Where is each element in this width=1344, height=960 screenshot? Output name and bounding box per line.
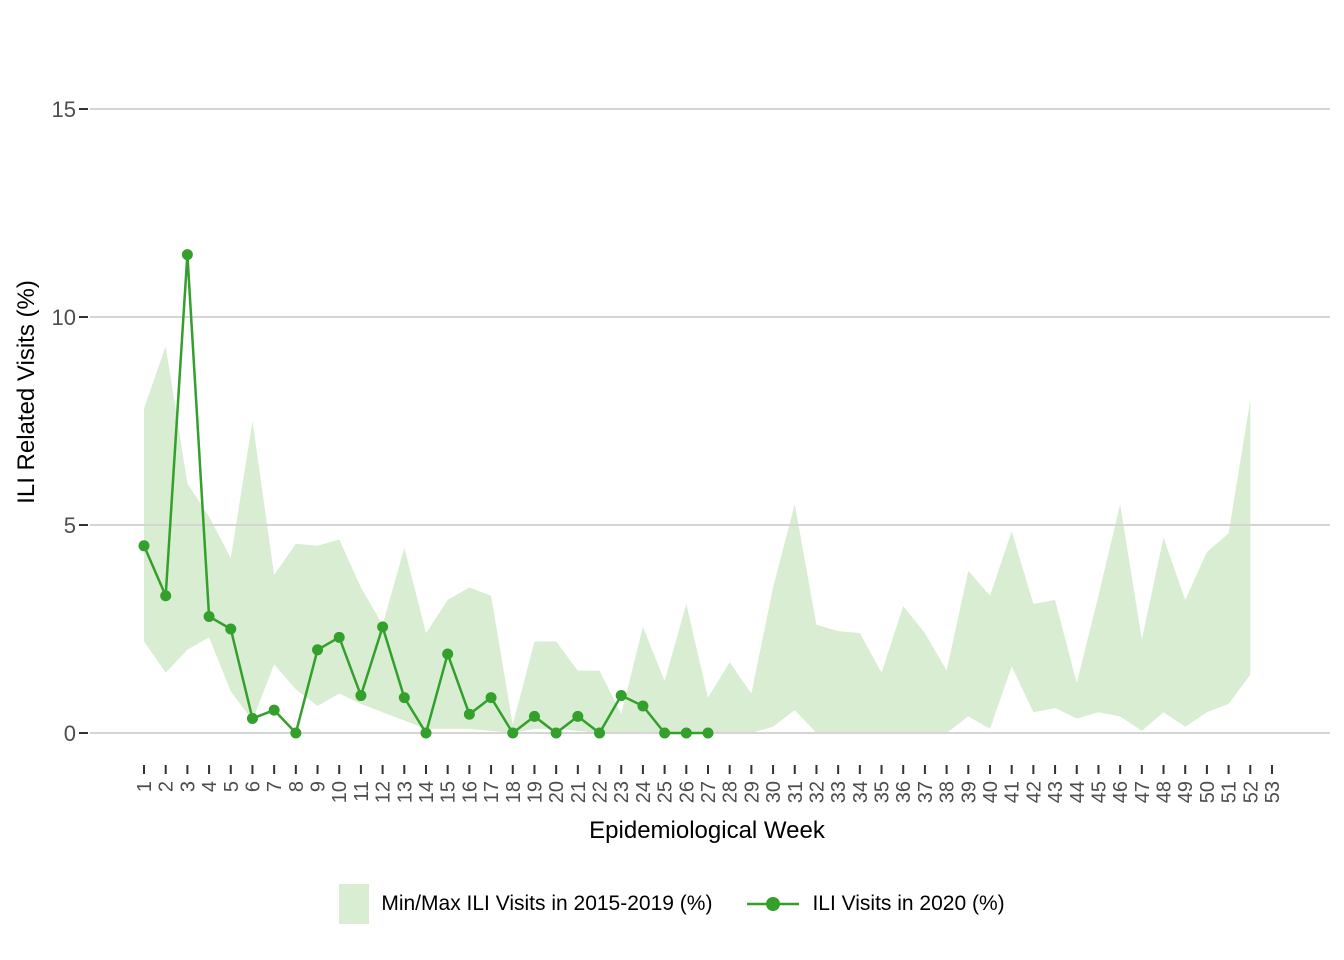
data-point-week-6 <box>246 712 258 724</box>
x-tick-label-week-2: 2 <box>156 781 178 792</box>
x-tick-label-week-8: 8 <box>286 781 308 792</box>
y-axis-title: ILI Related Visits (%) <box>13 280 40 504</box>
x-tick-label-week-37: 37 <box>915 781 937 803</box>
x-tick-label-week-3: 3 <box>177 781 199 792</box>
x-tick-label-week-41: 41 <box>1002 781 1024 803</box>
data-point-week-13 <box>398 692 410 704</box>
x-tick-label-week-31: 31 <box>785 781 807 803</box>
data-point-week-27 <box>702 727 714 739</box>
x-tick-label-week-9: 9 <box>308 781 330 792</box>
y-tick-label-15: 15 <box>52 97 76 122</box>
x-tick-label-week-32: 32 <box>806 781 828 803</box>
data-point-week-9 <box>312 644 324 656</box>
x-tick-label-week-48: 48 <box>1154 781 1176 803</box>
data-point-week-2 <box>160 590 172 602</box>
x-tick-label-week-47: 47 <box>1132 781 1154 803</box>
legend-item-2020-line: ILI Visits in 2020 (%) <box>746 892 1005 916</box>
data-point-week-14 <box>420 727 432 739</box>
x-tick-label-week-39: 39 <box>958 781 980 803</box>
x-tick-label-week-23: 23 <box>611 781 633 803</box>
x-tick-label-week-24: 24 <box>633 781 655 803</box>
data-point-week-1 <box>138 540 150 552</box>
data-point-week-8 <box>290 727 302 739</box>
data-point-week-11 <box>355 690 367 702</box>
band-layer <box>144 346 1251 733</box>
x-tick-label-week-21: 21 <box>568 781 590 803</box>
data-point-week-18 <box>507 727 519 739</box>
line-layer <box>138 249 714 739</box>
x-axis-title: Epidemiological Week <box>589 817 826 844</box>
data-point-week-7 <box>268 704 280 716</box>
data-point-week-12 <box>377 621 389 633</box>
data-point-week-5 <box>225 623 237 635</box>
x-tick-label-week-11: 11 <box>351 781 373 802</box>
x-tick-label-week-43: 43 <box>1045 781 1067 803</box>
x-tick-label-week-25: 25 <box>655 781 677 803</box>
x-tick-label-week-34: 34 <box>850 781 872 803</box>
y-tick-label-10: 10 <box>52 305 76 330</box>
y-tick-label-0: 0 <box>64 721 76 746</box>
data-point-week-4 <box>203 611 215 623</box>
x-tick-label-week-16: 16 <box>459 781 481 803</box>
x-tick-label-week-30: 30 <box>763 781 785 803</box>
data-point-week-25 <box>659 727 671 739</box>
x-tick-label-week-36: 36 <box>893 781 915 803</box>
data-point-week-24 <box>637 700 649 712</box>
x-tick-label-week-38: 38 <box>937 781 959 803</box>
x-tick-label-week-26: 26 <box>676 781 698 803</box>
legend-item-minmax-band: Min/Max ILI Visits in 2015-2019 (%) <box>339 884 712 924</box>
x-tick-label-week-27: 27 <box>698 781 720 803</box>
x-tick-label-week-19: 19 <box>524 781 546 803</box>
data-point-week-16 <box>463 708 475 720</box>
x-tick-label-week-44: 44 <box>1067 781 1089 803</box>
x-tick-label-week-12: 12 <box>373 781 395 803</box>
minmax-band-area <box>144 346 1251 733</box>
data-point-week-17 <box>485 692 497 704</box>
y-tick-label-5: 5 <box>64 513 76 538</box>
x-tick-label-week-49: 49 <box>1175 781 1197 803</box>
line-marker-icon <box>747 897 800 911</box>
x-tick-label-week-29: 29 <box>741 781 763 803</box>
data-point-week-20 <box>550 727 562 739</box>
x-tick-label-week-1: 1 <box>134 781 156 792</box>
x-tick-label-week-46: 46 <box>1110 781 1132 803</box>
data-point-week-21 <box>572 710 584 722</box>
x-tick-label-week-28: 28 <box>720 781 742 803</box>
x-tick-label-week-40: 40 <box>980 781 1002 803</box>
x-tick-label-week-42: 42 <box>1023 781 1045 803</box>
x-tick-label-week-10: 10 <box>329 781 351 803</box>
data-point-week-19 <box>528 710 540 722</box>
x-tick-label-week-45: 45 <box>1088 781 1110 803</box>
data-point-week-10 <box>333 631 345 643</box>
x-tick-label-week-17: 17 <box>481 781 503 803</box>
x-tick-label-week-15: 15 <box>438 781 460 803</box>
area-swatch-icon <box>339 884 370 924</box>
legend: Min/Max ILI Visits in 2015-2019 (%) ILI … <box>0 884 1344 924</box>
data-point-week-22 <box>594 727 606 739</box>
x-tick-label-week-14: 14 <box>416 781 438 803</box>
x-tick-label-week-18: 18 <box>503 781 525 803</box>
x-tick-label-week-52: 52 <box>1240 781 1262 803</box>
x-tick-label-week-22: 22 <box>590 781 612 803</box>
data-point-week-23 <box>615 690 627 702</box>
x-tick-label-week-5: 5 <box>221 781 243 792</box>
x-tick-label-week-33: 33 <box>828 781 850 803</box>
data-point-week-15 <box>442 648 454 660</box>
x-tick-label-week-51: 51 <box>1219 781 1241 803</box>
x-tick-label-week-7: 7 <box>264 781 286 792</box>
x-tick-label-week-4: 4 <box>199 781 221 792</box>
x-tick-label-week-13: 13 <box>394 781 416 803</box>
x-tick-label-week-50: 50 <box>1197 781 1219 803</box>
x-tick-label-week-6: 6 <box>242 781 264 792</box>
data-point-week-26 <box>680 727 692 739</box>
x-tick-label-week-53: 53 <box>1262 781 1284 803</box>
x-tick-label-week-35: 35 <box>872 781 894 803</box>
x-tick-label-week-20: 20 <box>546 781 568 803</box>
legend-label-minmax-band: Min/Max ILI Visits in 2015-2019 (%) <box>381 892 713 915</box>
data-point-week-3 <box>181 249 193 261</box>
legend-label-2020-line: ILI Visits in 2020 (%) <box>812 892 1005 915</box>
